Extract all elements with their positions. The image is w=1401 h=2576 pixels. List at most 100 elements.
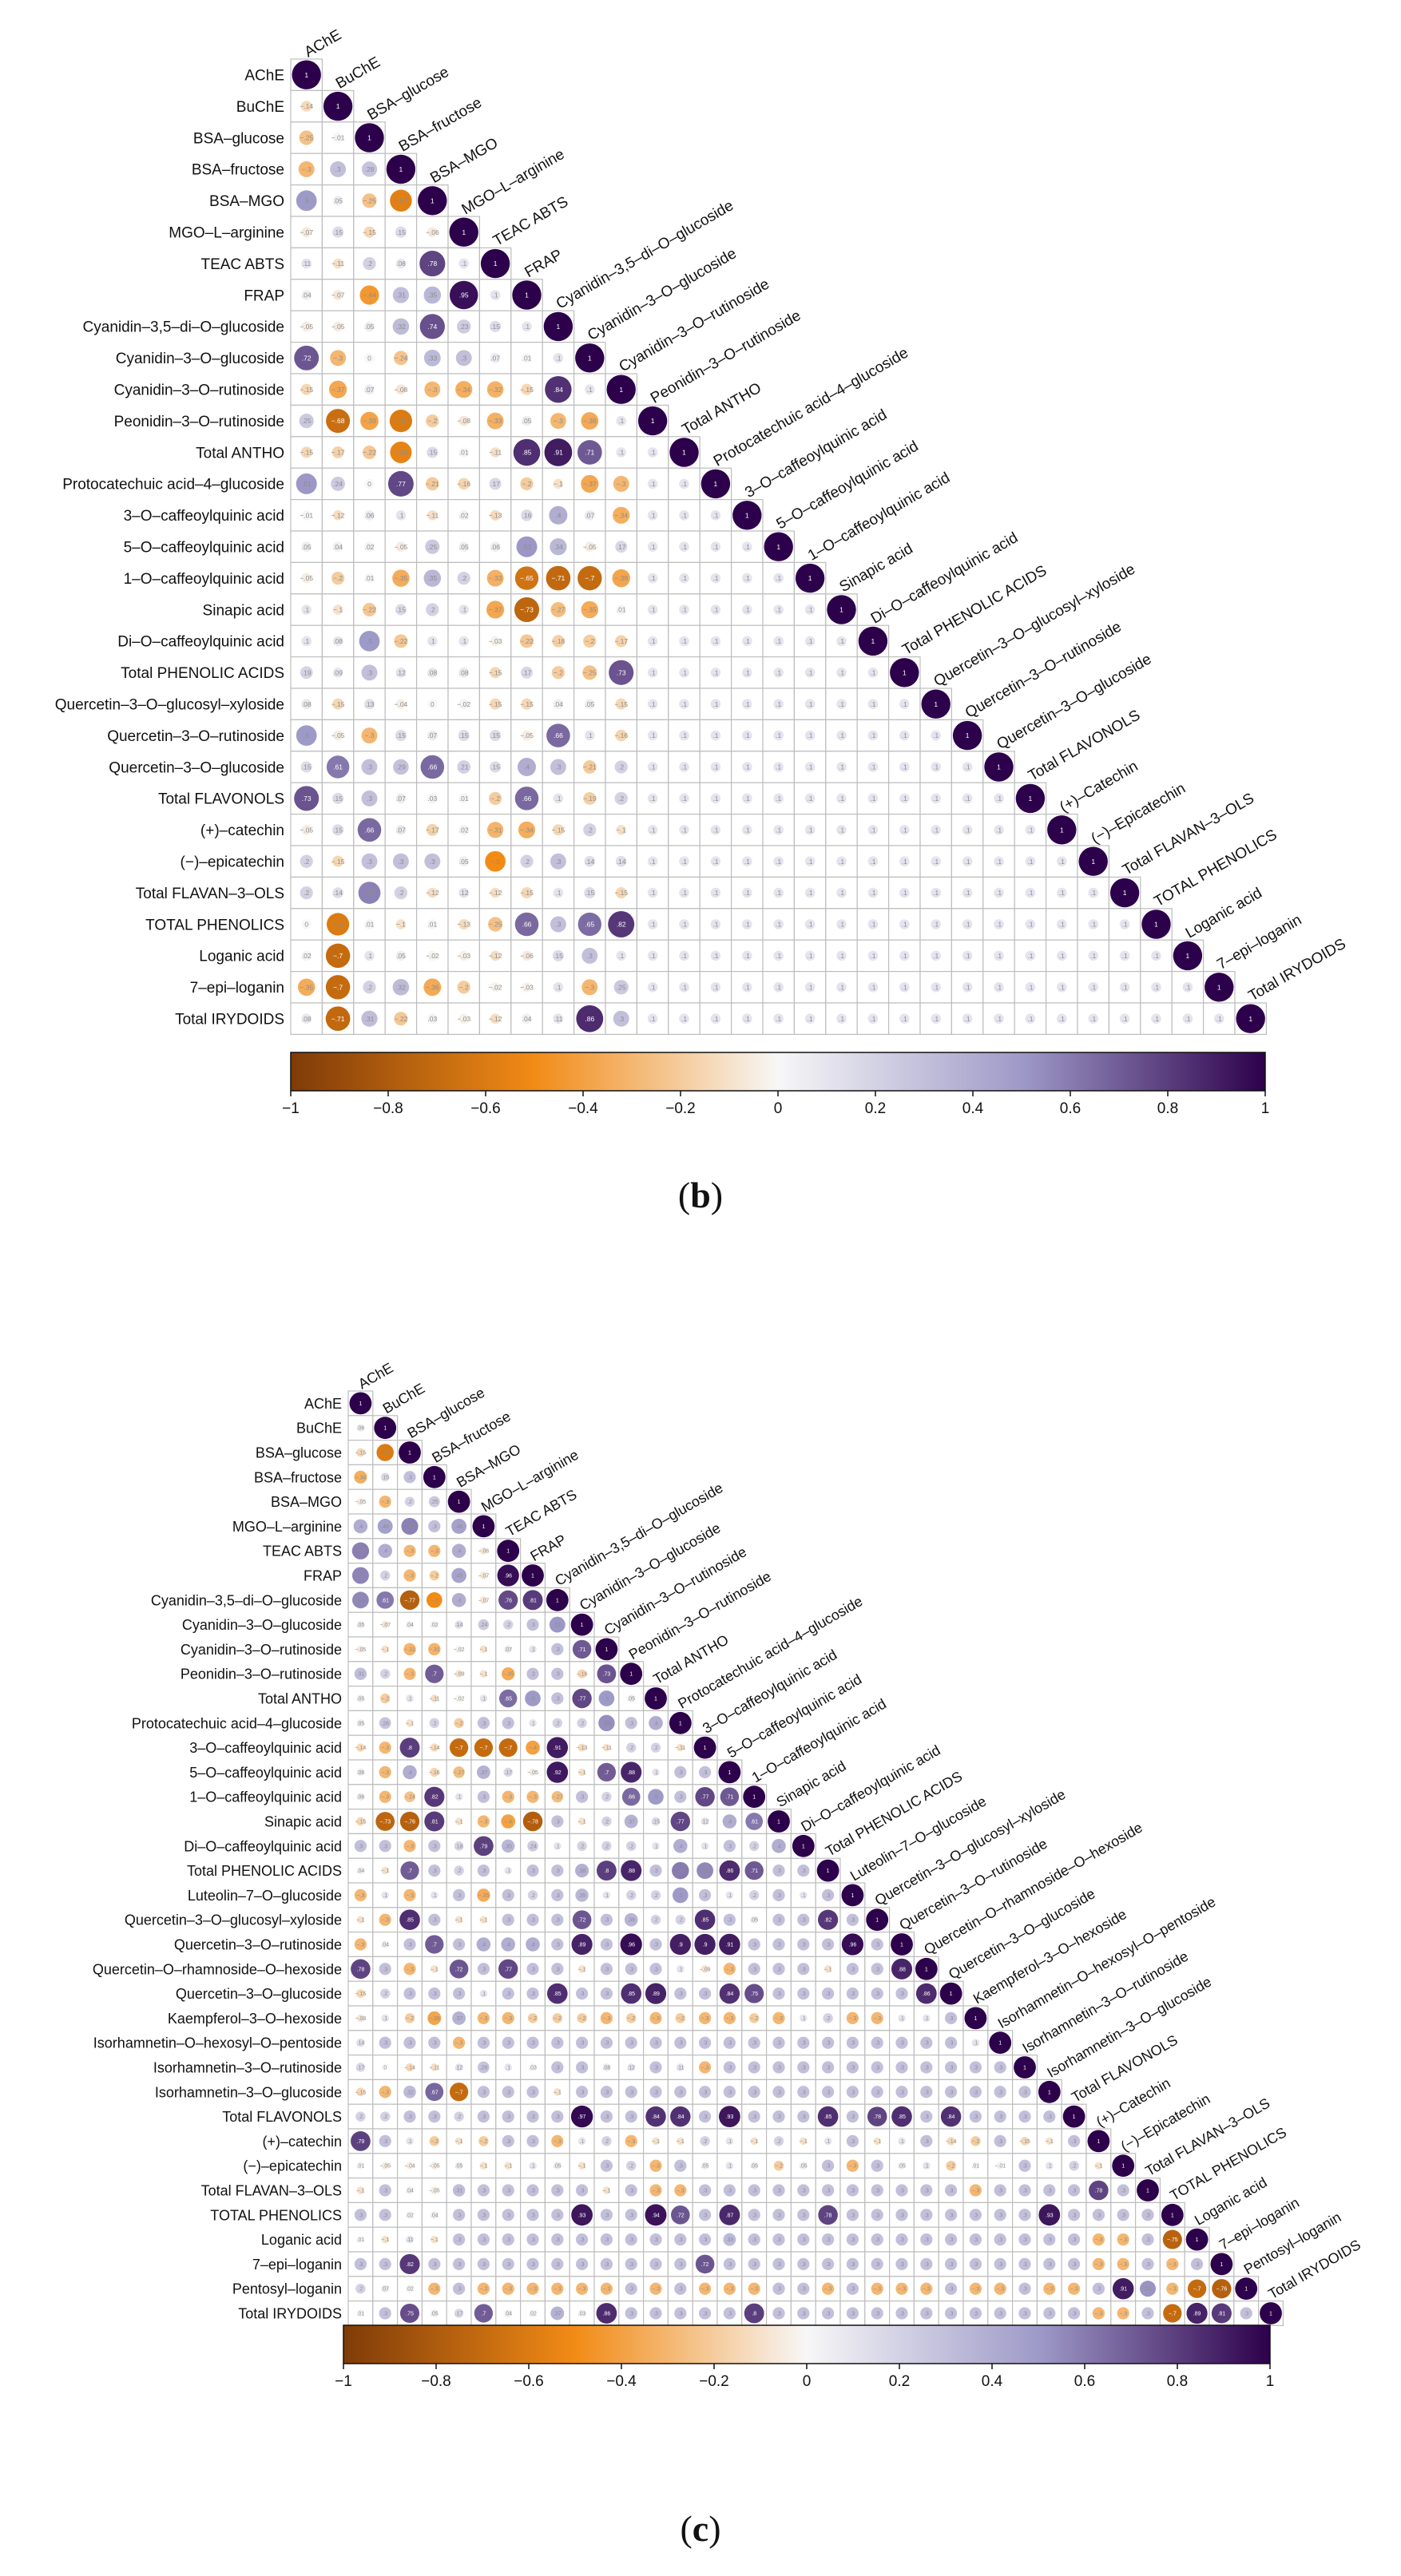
matrix-cell <box>421 2054 447 2080</box>
matrix-cell <box>741 2276 768 2302</box>
correlation-circle <box>1088 981 1099 993</box>
correlation-value: .3 <box>752 2237 756 2243</box>
correlation-value: .1 <box>304 637 309 645</box>
correlation-value: .17 <box>504 1770 512 1776</box>
correlation-value: .28 <box>480 2066 488 2071</box>
correlation-circle <box>969 2209 982 2221</box>
correlation-value: .01 <box>459 795 469 803</box>
correlation-value: .3 <box>432 1918 437 1924</box>
correlation-circle <box>477 2036 490 2049</box>
correlation-value: −.3 <box>381 1746 389 1751</box>
correlation-circle <box>449 2083 469 2102</box>
correlation-value: .61 <box>750 1820 758 1825</box>
correlation-value: 1 <box>871 637 875 645</box>
correlation-value: .3 <box>703 1893 708 1899</box>
row-label: Total FLAVAN–3–OLS <box>201 2182 342 2198</box>
correlation-value: .3 <box>727 1844 732 1849</box>
correlation-value: .71 <box>750 1869 758 1874</box>
correlation-value: .77 <box>701 1795 709 1801</box>
correlation-value: −.3 <box>725 1967 733 1972</box>
correlation-value: −.04 <box>395 700 408 708</box>
correlation-value: .36 <box>627 1918 635 1924</box>
correlation-circle <box>867 919 879 929</box>
correlation-circle <box>764 532 793 561</box>
correlation-circle <box>478 1619 490 1631</box>
correlation-value: .1 <box>839 700 844 708</box>
correlation-value: .3 <box>752 1943 756 1948</box>
correlation-circle <box>356 1424 365 1433</box>
column-label: Sinapic acid <box>836 541 915 596</box>
correlation-circle <box>423 286 442 304</box>
correlation-value: −.17 <box>426 826 439 834</box>
correlation-circle <box>672 1861 689 1880</box>
correlation-circle <box>553 1841 562 1850</box>
correlation-circle <box>572 1910 592 1929</box>
correlation-circle <box>744 2303 764 2324</box>
correlation-circle <box>403 1840 416 1853</box>
correlation-circle <box>1141 2209 1154 2221</box>
correlation-circle <box>772 2233 785 2246</box>
correlation-value: .3 <box>367 795 372 803</box>
correlation-value: .1 <box>996 795 1002 803</box>
correlation-value: −.33 <box>489 574 502 582</box>
correlation-circle <box>575 343 605 373</box>
correlation-circle <box>867 793 879 804</box>
correlation-circle <box>551 666 566 680</box>
correlation-value: 1 <box>851 1893 854 1899</box>
correlation-circle <box>294 786 319 811</box>
correlation-circle <box>741 793 752 804</box>
correlation-value: .3 <box>555 1820 560 1825</box>
correlation-circle <box>502 1619 514 1630</box>
correlation-value: −.3 <box>1094 2262 1102 2268</box>
correlation-value: −.3 <box>406 1672 414 1678</box>
correlation-value: .3 <box>481 2237 486 2243</box>
correlation-circle <box>836 824 847 835</box>
correlation-circle <box>797 1938 810 1951</box>
correlation-circle <box>430 2210 439 2219</box>
correlation-circle <box>1014 2056 1036 2079</box>
correlation-value: −.2 <box>750 2016 758 2022</box>
correlation-value: −.6 <box>333 921 343 929</box>
correlation-circle <box>1151 950 1161 961</box>
correlation-value: .31 <box>357 1672 365 1678</box>
correlation-circle <box>379 2086 391 2098</box>
correlation-value: .1 <box>1090 983 1096 991</box>
correlation-circle <box>920 2233 933 2246</box>
correlation-circle <box>452 2233 466 2246</box>
correlation-circle <box>836 981 847 993</box>
correlation-circle <box>572 1639 592 1659</box>
correlation-circle <box>427 730 438 741</box>
correlation-circle <box>725 2162 734 2170</box>
correlation-value: −.1 <box>381 2237 389 2243</box>
correlation-value: .78 <box>1095 2189 1103 2194</box>
correlation-value: .07 <box>585 511 594 519</box>
correlation-circle <box>899 919 910 929</box>
correlation-value: .05 <box>357 1697 365 1702</box>
correlation-circle <box>698 2233 712 2246</box>
correlation-value: .3 <box>580 2066 585 2071</box>
row-label: Loganic acid <box>261 2232 342 2248</box>
correlation-value: .3 <box>1022 2114 1027 2120</box>
correlation-value: −.01 <box>994 2164 1006 2170</box>
correlation-value: −.07 <box>478 1598 489 1603</box>
colorbar-tick-label: −0.6 <box>514 2373 544 2390</box>
correlation-circle <box>994 2307 1006 2320</box>
correlation-value: .3 <box>752 2262 756 2268</box>
correlation-value: .17 <box>522 668 532 676</box>
correlation-circle <box>477 1888 490 1902</box>
correlation-value: .1 <box>839 668 844 676</box>
correlation-value: .3 <box>1145 2237 1150 2243</box>
correlation-value: −.15 <box>520 386 534 394</box>
correlation-value: −.3 <box>1169 2262 1177 2268</box>
correlation-value: −.2 <box>459 983 469 991</box>
correlation-value: −.3 <box>554 417 563 425</box>
correlation-circle <box>428 2036 441 2049</box>
correlation-value: .1 <box>808 889 813 897</box>
correlation-value: .3 <box>875 2189 879 2194</box>
correlation-value: −.2 <box>947 2164 955 2170</box>
correlation-circle <box>1088 919 1099 929</box>
correlation-value: .1 <box>839 858 844 866</box>
correlation-circle <box>871 2307 883 2320</box>
correlation-value: −.7 <box>455 2090 463 2095</box>
correlation-circle <box>428 1840 441 1853</box>
